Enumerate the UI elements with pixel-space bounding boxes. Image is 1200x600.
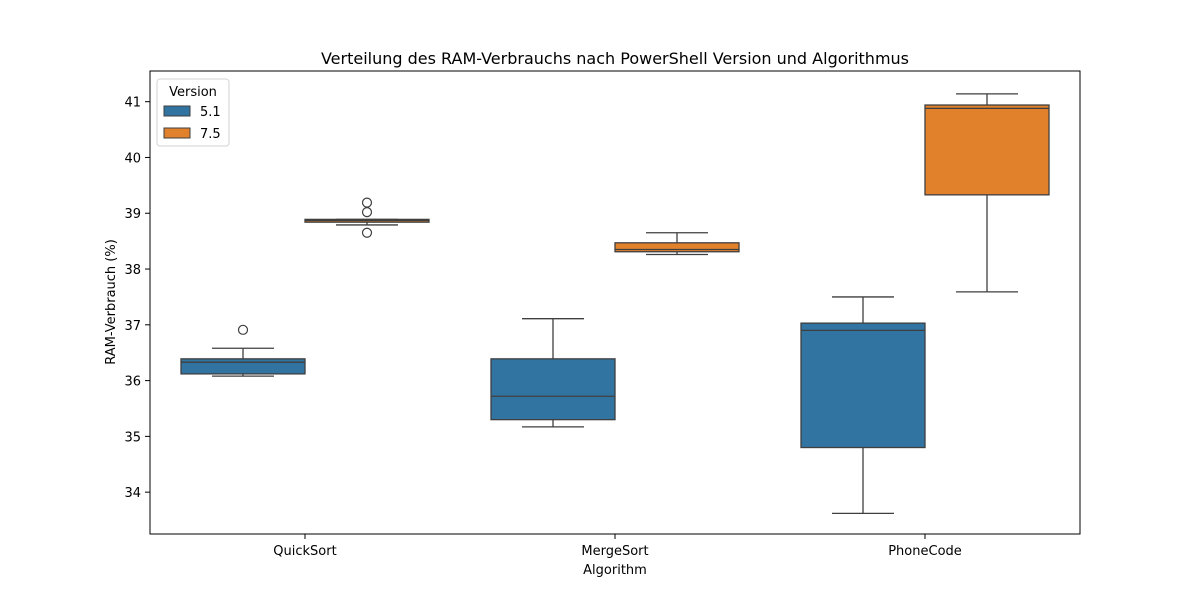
legend-swatch-7-5 xyxy=(163,127,191,139)
y-tick-label: 36 xyxy=(124,375,141,390)
outlier-point xyxy=(361,197,373,208)
y-axis-label: RAM-Verbrauch (%) xyxy=(104,239,119,365)
box-phonecode-5-1 xyxy=(800,296,926,515)
x-tick-label: MergeSort xyxy=(581,544,648,559)
x-axis: QuickSort MergeSort PhoneCode xyxy=(273,534,962,559)
plot-area xyxy=(180,93,1050,515)
chart-title: Verteilung des RAM-Verbrauchs nach Power… xyxy=(321,49,909,68)
box-iqr xyxy=(800,322,926,449)
y-tick-label: 40 xyxy=(124,151,141,166)
y-tick-label: 35 xyxy=(124,430,141,445)
legend-label-7-5: 7.5 xyxy=(200,127,221,142)
box-iqr xyxy=(180,358,306,375)
legend: Version 5.1 7.5 xyxy=(156,78,230,147)
box-mergesort-7-5 xyxy=(614,232,740,256)
y-tick-label: 39 xyxy=(124,207,141,222)
legend-swatch-5-1 xyxy=(163,105,191,117)
box-iqr xyxy=(490,358,616,421)
box-iqr xyxy=(924,104,1050,196)
legend-title: Version xyxy=(169,85,217,100)
box-phonecode-7-5 xyxy=(924,93,1050,293)
y-tick-label: 38 xyxy=(124,263,141,278)
box-iqr xyxy=(614,242,740,253)
y-axis: 34 35 36 37 38 39 40 41 xyxy=(124,96,150,501)
y-tick-label: 34 xyxy=(124,486,141,501)
y-tick-label: 41 xyxy=(124,96,141,111)
x-tick-label: PhoneCode xyxy=(888,544,962,559)
outlier-point xyxy=(361,227,373,238)
x-axis-label: Algorithm xyxy=(583,563,647,578)
x-tick-label: QuickSort xyxy=(273,544,336,559)
box-mergesort-5-1 xyxy=(490,318,616,428)
legend-label-5-1: 5.1 xyxy=(200,105,221,120)
outlier-point xyxy=(237,324,249,335)
box-quicksort-5-1 xyxy=(180,324,306,377)
box-quicksort-7-5 xyxy=(304,197,430,238)
y-tick-label: 37 xyxy=(124,319,141,334)
